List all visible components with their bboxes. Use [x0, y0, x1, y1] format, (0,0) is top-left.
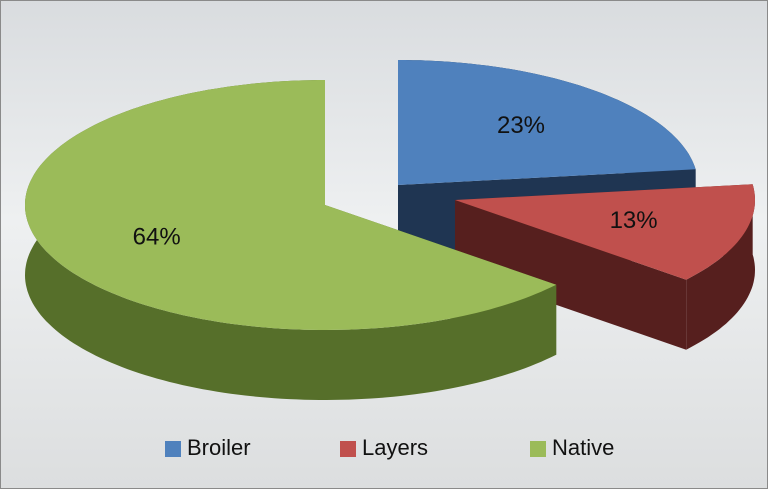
legend-swatch [165, 441, 181, 457]
data-label: 13% [610, 207, 658, 234]
slice [455, 184, 755, 350]
pie: 23% 13% 64% [25, 60, 755, 400]
slice-cut-face [455, 200, 687, 350]
legend-swatch [530, 441, 546, 457]
legend-label: Layers [362, 435, 428, 460]
slice-side [686, 184, 755, 350]
slice [25, 80, 557, 330]
legend: Broiler Layers Native [165, 435, 614, 460]
slice [398, 60, 696, 185]
legend-label: Broiler [187, 435, 251, 460]
slice [25, 80, 557, 400]
legend-label: Native [552, 435, 614, 460]
data-label: 64% [133, 223, 181, 250]
legend-swatch [340, 441, 356, 457]
slice [455, 184, 755, 280]
data-label: 23% [497, 112, 545, 139]
